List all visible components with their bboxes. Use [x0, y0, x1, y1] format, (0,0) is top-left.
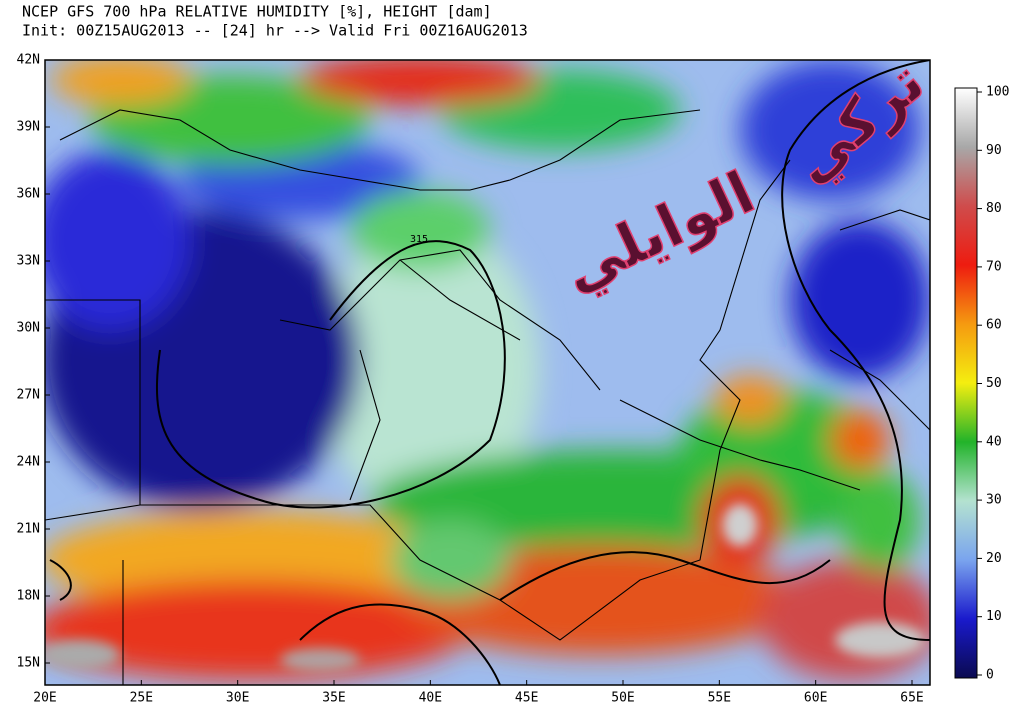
colorbar-tick-label: 0: [986, 668, 994, 683]
colorbar-tick-label: 70: [986, 259, 1002, 274]
lat-label: 33N: [17, 254, 40, 269]
colorbar-tick-label: 30: [986, 493, 1002, 508]
colorbar-tick-label: 80: [986, 201, 1002, 216]
lon-label: 60E: [804, 691, 827, 706]
humidity-field: [45, 60, 930, 685]
lat-label: 42N: [17, 53, 40, 68]
lon-label: 25E: [130, 691, 153, 706]
lat-label: 18N: [17, 589, 40, 604]
colorbar-tick-label: 90: [986, 143, 1002, 158]
lon-label: 45E: [515, 691, 538, 706]
lat-label: 39N: [17, 120, 40, 135]
subtitle: Init: 00Z15AUG2013 -- [24] hr --> Valid …: [22, 22, 528, 40]
lon-label: 20E: [33, 691, 56, 706]
lon-label: 35E: [322, 691, 345, 706]
colorbar-tick-label: 60: [986, 318, 1002, 333]
lon-label: 55E: [708, 691, 731, 706]
colorbar-tick-label: 100: [986, 85, 1009, 100]
contour-label: 315: [410, 234, 428, 245]
colorbar-tick-label: 50: [986, 376, 1002, 391]
colorbar-tick-label: 20: [986, 551, 1002, 566]
lat-label: 27N: [17, 388, 40, 403]
lat-label: 30N: [17, 321, 40, 336]
colorbar: [954, 87, 978, 679]
lon-label: 65E: [900, 691, 923, 706]
colorbar-tick-label: 40: [986, 434, 1002, 449]
map-frame: [44, 59, 931, 686]
lon-label: 40E: [419, 691, 442, 706]
title: NCEP GFS 700 hPa RELATIVE HUMIDITY [%], …: [22, 3, 492, 21]
lon-label: 50E: [611, 691, 634, 706]
lat-label: 21N: [17, 522, 40, 537]
lat-label: 24N: [17, 455, 40, 470]
lat-label: 36N: [17, 187, 40, 202]
lon-label: 30E: [226, 691, 249, 706]
colorbar-tick-label: 10: [986, 609, 1002, 624]
lat-label: 15N: [17, 656, 40, 671]
